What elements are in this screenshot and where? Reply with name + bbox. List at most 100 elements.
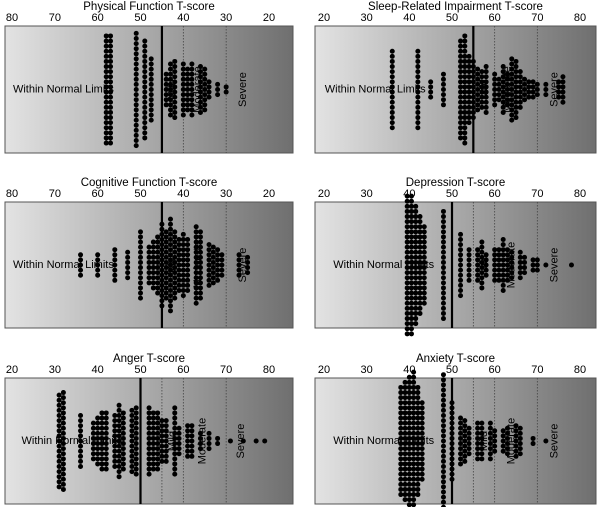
data-point xyxy=(440,239,446,245)
data-point xyxy=(462,433,468,439)
data-point xyxy=(180,61,186,67)
data-point xyxy=(440,295,446,301)
data-point xyxy=(504,97,510,103)
data-point xyxy=(479,265,485,271)
data-point xyxy=(406,492,412,498)
data-point xyxy=(163,448,169,454)
data-point xyxy=(202,92,208,98)
data-point xyxy=(219,272,225,278)
data-point xyxy=(440,397,446,403)
data-point xyxy=(517,79,523,85)
data-point xyxy=(462,109,468,115)
data-point xyxy=(215,435,221,441)
data-point xyxy=(479,456,485,462)
data-point xyxy=(159,418,165,424)
data-point xyxy=(215,267,221,273)
data-point xyxy=(142,74,148,80)
data-point xyxy=(404,249,410,255)
data-point xyxy=(440,249,446,255)
data-point xyxy=(138,270,143,276)
data-point xyxy=(504,435,510,441)
data-point xyxy=(417,285,423,291)
data-point xyxy=(185,282,191,288)
tick-label: 70 xyxy=(531,12,543,24)
data-point xyxy=(146,249,152,255)
data-point xyxy=(406,456,412,462)
data-point xyxy=(142,79,148,85)
data-point xyxy=(163,433,169,439)
data-point xyxy=(504,446,510,452)
data-point xyxy=(415,486,421,492)
data-point xyxy=(167,242,173,248)
data-point xyxy=(458,48,464,54)
data-point xyxy=(206,84,212,90)
data-point xyxy=(215,272,221,278)
data-point xyxy=(462,140,468,146)
data-point xyxy=(417,239,423,245)
data-point xyxy=(236,272,242,278)
data-point xyxy=(440,484,446,490)
data-point xyxy=(408,305,414,311)
data-point xyxy=(398,441,404,447)
data-point xyxy=(95,257,101,263)
data-point xyxy=(513,94,519,100)
data-point xyxy=(458,272,464,278)
data-point xyxy=(185,242,191,248)
data-point xyxy=(60,441,66,447)
data-point xyxy=(112,438,118,444)
data-point xyxy=(103,84,109,90)
data-point xyxy=(458,288,464,293)
data-point xyxy=(560,99,566,105)
data-point xyxy=(180,257,186,263)
data-point xyxy=(487,441,493,447)
data-point xyxy=(138,265,143,271)
data-point xyxy=(479,425,485,431)
data-point xyxy=(172,420,178,426)
data-point xyxy=(148,112,154,118)
data-point xyxy=(408,290,414,296)
data-point xyxy=(404,290,410,296)
data-point xyxy=(402,395,408,401)
data-point xyxy=(522,81,528,87)
data-point xyxy=(404,295,410,301)
data-point xyxy=(475,277,481,283)
data-point xyxy=(95,272,101,278)
data-point xyxy=(406,425,412,431)
data-point xyxy=(60,456,66,462)
data-point xyxy=(155,270,161,276)
data-point xyxy=(133,466,139,472)
data-point xyxy=(504,92,510,98)
plot-background xyxy=(314,377,597,505)
data-point xyxy=(99,466,105,472)
data-point xyxy=(440,290,446,296)
data-point xyxy=(411,486,417,492)
data-point xyxy=(411,430,417,436)
data-point xyxy=(500,237,506,242)
tick-label: 60 xyxy=(489,188,501,200)
data-point xyxy=(116,443,122,449)
data-point xyxy=(462,423,468,429)
data-point xyxy=(458,79,464,85)
data-point xyxy=(142,89,148,95)
data-point xyxy=(142,120,148,126)
data-point xyxy=(120,456,126,462)
data-point xyxy=(95,446,101,452)
data-point xyxy=(509,61,515,67)
data-point xyxy=(172,249,178,255)
data-point xyxy=(402,441,408,447)
data-point xyxy=(389,74,395,80)
data-point xyxy=(417,254,423,260)
tick-label: 30 xyxy=(361,12,373,24)
data-point xyxy=(509,270,515,276)
data-point xyxy=(517,74,523,80)
data-point xyxy=(483,267,489,273)
data-point xyxy=(513,115,519,121)
data-point xyxy=(95,262,101,268)
data-point xyxy=(60,435,66,441)
data-point xyxy=(462,453,468,459)
data-point xyxy=(189,76,195,82)
data-point xyxy=(150,265,156,271)
data-point xyxy=(504,76,510,82)
data-point xyxy=(176,247,182,253)
